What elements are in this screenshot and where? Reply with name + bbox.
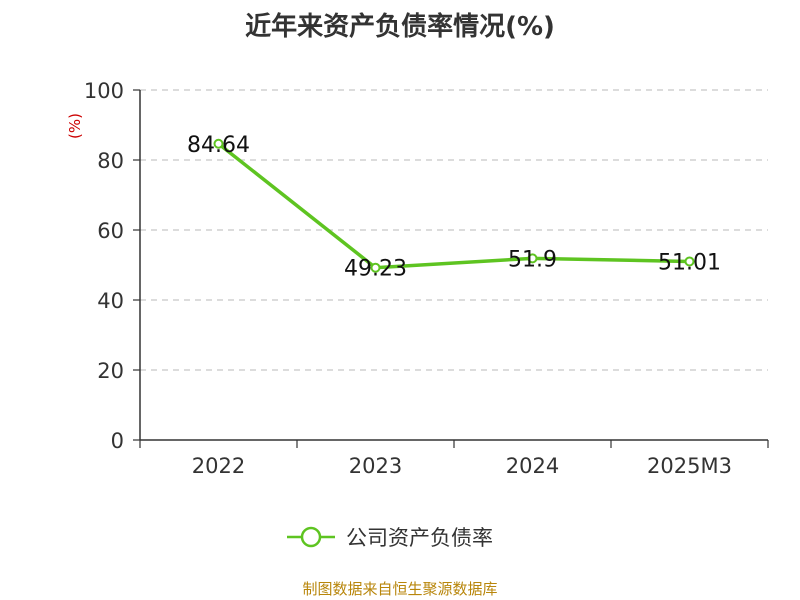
data-point[interactable] [213, 138, 224, 149]
legend-label: 公司资产负债率 [346, 526, 493, 550]
y-tick-label: 20 [97, 359, 124, 383]
data-point[interactable] [684, 256, 695, 267]
data-point[interactable] [370, 262, 381, 273]
y-tick-label: 100 [84, 79, 124, 103]
y-tick-label: 0 [111, 429, 124, 453]
legend-marker [300, 526, 322, 548]
series-line [217, 142, 690, 270]
data-label: 49.23 [344, 257, 407, 282]
x-tick-label: 2023 [349, 454, 402, 478]
data-label: 51.01 [658, 250, 721, 275]
data-source-note: 制图数据来自恒生聚源数据库 [302, 580, 498, 598]
x-tick-label: 2024 [506, 454, 559, 478]
data-label: 84.64 [187, 133, 250, 158]
data-point[interactable] [527, 253, 538, 264]
y-axis-label: (%) [66, 113, 84, 139]
x-tick-label: 2025M3 [647, 454, 732, 478]
legend[interactable]: 公司资产负债率 [287, 526, 493, 550]
y-tick-label: 80 [97, 149, 124, 173]
gridlines [140, 89, 768, 371]
y-tick-label: 60 [97, 219, 124, 243]
axes: 0 20 40 60 80 100 2022 2023 2024 2025M3 [84, 79, 769, 478]
data-label: 51.9 [508, 247, 557, 272]
y-tick-label: 40 [97, 289, 124, 313]
chart-title: 近年来资产负债率情况(%) [245, 12, 555, 42]
series: 84.64 49.23 51.9 51.01 [187, 133, 721, 282]
x-tick-label: 2022 [192, 454, 245, 478]
